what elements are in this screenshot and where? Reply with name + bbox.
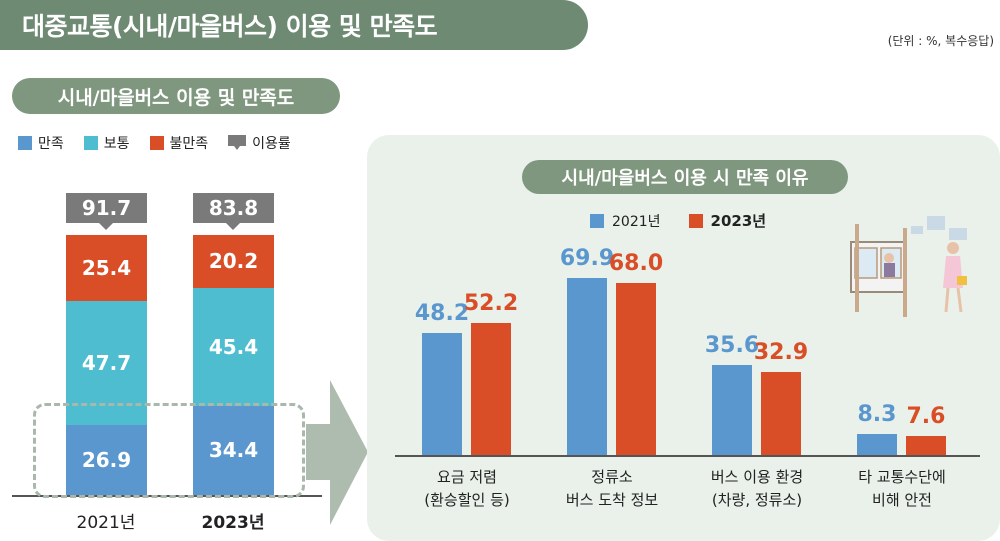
category-label-2: 버스 이용 환경 (차량, 정류소) xyxy=(710,468,804,509)
bar-2021년-0 xyxy=(422,333,462,455)
legend-label-usage: 이용률 xyxy=(252,136,291,152)
page-title: 대중교통(시내/마을버스) 이용 및 만족도 xyxy=(0,0,588,50)
legend-label-2023: 2023년 xyxy=(710,212,767,230)
legend-item-2021: 2021년 xyxy=(590,211,661,231)
value-label-2023년-0: 52.2 xyxy=(463,290,519,316)
bar-2021년-1 xyxy=(567,278,607,455)
bar-2023년-0 xyxy=(471,322,511,455)
bar-segment-만족-2023년: 34.4 xyxy=(193,405,274,495)
value-label-2021년-3: 8.3 xyxy=(857,402,897,427)
category-label-0: 요금 저렴 (환승할인 등) xyxy=(424,468,510,509)
legend-item-satisfied: 만족 xyxy=(18,133,64,153)
x-tick-2023: 2023년 xyxy=(201,513,265,533)
legend-item-neutral: 보통 xyxy=(83,133,130,153)
category-label-3: 타 교통수단에 비해 안전 xyxy=(858,468,946,509)
unit-note: (단위 : %, 복수응답) xyxy=(887,34,994,48)
legend-label-2021: 2021년 xyxy=(612,213,661,230)
legend-swatch-satisfied xyxy=(18,136,32,150)
legend-swatch-neutral xyxy=(83,136,98,150)
left-legend: 만족 보통 불만족 이용률 xyxy=(18,133,291,153)
right-chart-title: 시내/마을버스 이용 시 만족 이유 xyxy=(522,160,848,194)
bar-2021년-2 xyxy=(712,364,752,455)
arrow-right-icon xyxy=(306,380,368,525)
right-legend: 2021년 2023년 xyxy=(590,210,766,231)
x-tick-2021: 2021년 xyxy=(76,513,136,533)
left-chart-title: 시내/마을버스 이용 및 만족도 xyxy=(12,78,340,114)
bar-2021년-3 xyxy=(857,434,897,455)
legend-item-usage: 이용률 xyxy=(228,133,291,153)
legend-label-neutral: 보통 xyxy=(103,136,130,152)
bar-2023년-1 xyxy=(616,282,656,455)
bar-segment-보통-2023년: 45.4 xyxy=(193,287,274,406)
usage-rate-label-2021년: 91.7 xyxy=(66,193,147,223)
usage-callout-icon xyxy=(228,135,247,150)
legend-swatch-2023 xyxy=(688,213,703,228)
legend-label-dissatisfied: 불만족 xyxy=(169,136,209,152)
satisfied-highlight-frame xyxy=(33,403,305,498)
value-label-2021년-0: 48.2 xyxy=(414,301,470,327)
value-label-2021년-1: 69.9 xyxy=(559,246,615,272)
bar-2023년-3 xyxy=(906,435,946,455)
right-x-axis xyxy=(395,455,980,457)
usage-rate-pointer xyxy=(226,223,240,230)
legend-swatch-2021 xyxy=(590,213,604,228)
legend-item-dissatisfied: 불만족 xyxy=(149,133,209,153)
bar-segment-만족-2021년: 26.9 xyxy=(66,425,147,495)
legend-item-2023: 2023년 xyxy=(688,210,767,231)
bar-segment-불만족-2021년: 25.4 xyxy=(66,235,147,302)
usage-rate-label-2023년: 83.8 xyxy=(193,193,274,223)
value-label-2023년-3: 7.6 xyxy=(906,403,946,429)
category-label-1: 정류소 버스 도착 정보 xyxy=(565,468,659,509)
bar-2023년-2 xyxy=(761,371,801,455)
legend-swatch-dissatisfied xyxy=(149,136,164,150)
value-label-2023년-1: 68.0 xyxy=(608,250,664,276)
bus-stop-illustration-icon xyxy=(850,216,967,317)
value-label-2021년-2: 35.6 xyxy=(704,332,760,358)
usage-rate-pointer xyxy=(99,223,113,230)
legend-label-satisfied: 만족 xyxy=(38,136,64,152)
value-label-2023년-2: 32.9 xyxy=(753,339,809,365)
bar-segment-불만족-2023년: 20.2 xyxy=(193,235,274,288)
